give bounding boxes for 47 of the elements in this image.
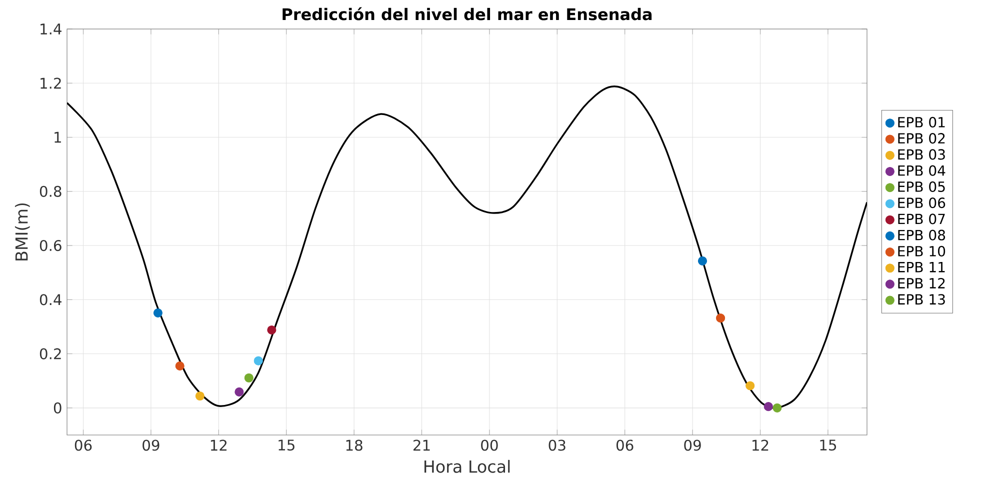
point xyxy=(175,361,184,371)
point xyxy=(267,325,276,335)
point xyxy=(764,402,773,412)
point xyxy=(716,314,726,323)
point xyxy=(244,373,254,382)
x-tick-label: 03 xyxy=(548,440,566,451)
x-tick-label: 06 xyxy=(74,440,92,451)
point xyxy=(698,256,708,266)
y-axis-title: BMI(m) xyxy=(14,203,30,260)
point xyxy=(234,387,244,396)
y-tick-label: 0 xyxy=(54,402,62,414)
x-tick-label: 15 xyxy=(278,440,294,451)
y-tick-label: 1.2 xyxy=(40,78,61,89)
y-tick-label: 0.4 xyxy=(40,294,62,306)
legend-label: EPB 04 xyxy=(898,165,946,176)
x-tick-label: 09 xyxy=(684,440,701,451)
legend-label: EPB 07 xyxy=(898,214,945,224)
point xyxy=(772,403,782,412)
x-tick-label: 12 xyxy=(210,440,227,451)
point xyxy=(254,356,263,366)
legend-label: EPB 12 xyxy=(898,278,945,288)
legend-label: EPB 06 xyxy=(898,198,946,208)
legend-label: EPB 10 xyxy=(898,246,946,256)
legend-label: EPB 01 xyxy=(898,116,945,128)
y-tick-label: 1 xyxy=(54,132,61,143)
y-tick-label: 0.2 xyxy=(40,348,61,360)
x-tick-label: 00 xyxy=(481,440,498,451)
legend-label: EPB 02 xyxy=(898,133,945,144)
legend-label: EPB 03 xyxy=(898,149,945,160)
x-tick-label: 21 xyxy=(413,440,430,451)
y-tick-label: 0.6 xyxy=(40,240,62,252)
y-tick-label: 1.4 xyxy=(40,24,62,34)
x-tick-label: 15 xyxy=(820,440,836,451)
legend-label: EPB 13 xyxy=(898,294,945,305)
x-tick-label: 12 xyxy=(752,440,768,451)
x-tick-label: 18 xyxy=(346,440,362,451)
x-tick-label: 09 xyxy=(142,440,160,451)
y-tick-label: 0.8 xyxy=(40,186,62,197)
point xyxy=(195,391,204,401)
legend-label: EPB 08 xyxy=(898,230,946,240)
x-tick-label: 06 xyxy=(616,440,634,451)
point xyxy=(746,381,755,390)
legend-label: EPB 05 xyxy=(898,181,945,192)
x-axis-title: Hora Local xyxy=(424,460,510,473)
chart-title: Predicción del nivel del mar en Ensenada xyxy=(282,7,652,20)
point xyxy=(153,308,162,318)
legend-label: EPB 11 xyxy=(898,262,945,272)
